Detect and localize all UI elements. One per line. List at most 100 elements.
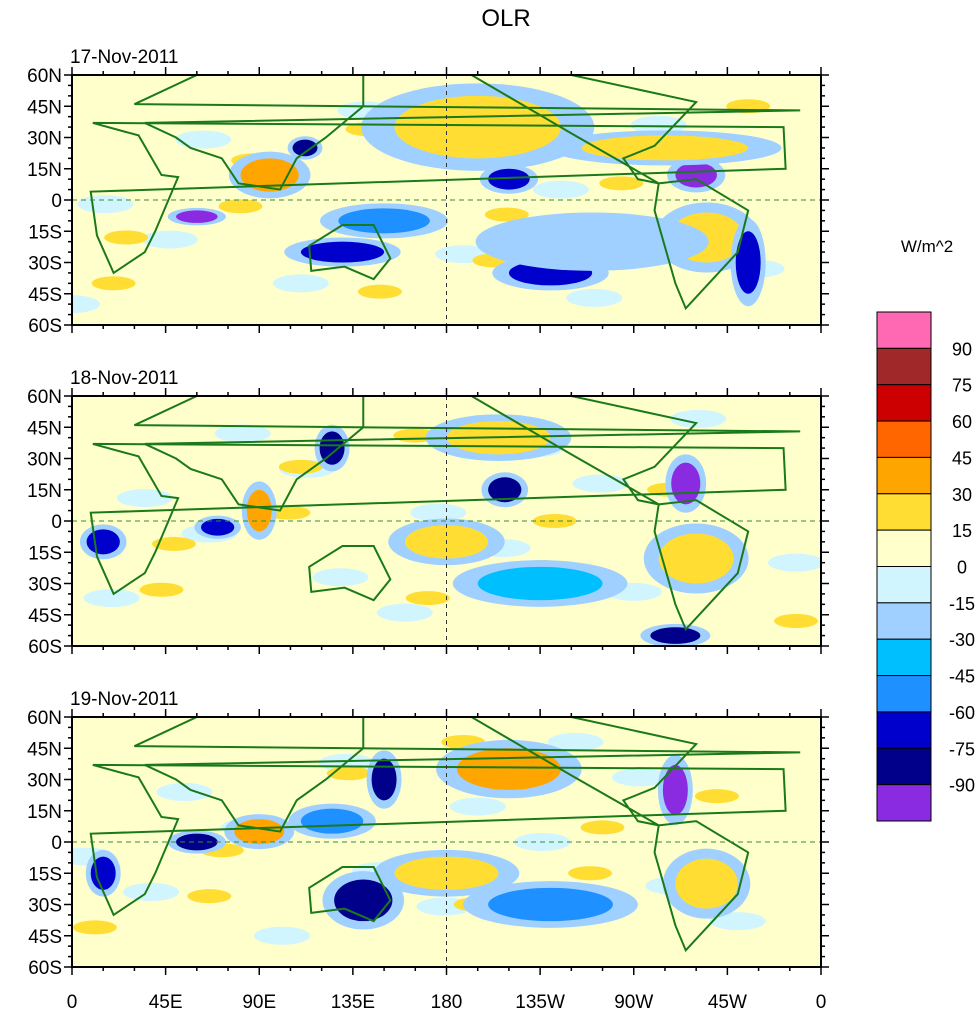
x-tick-label: 0 bbox=[816, 992, 827, 1013]
y-tick-label: 45S bbox=[28, 606, 62, 627]
contour-feature bbox=[176, 210, 218, 223]
contour-feature bbox=[488, 477, 522, 503]
colorbar-label: 30 bbox=[952, 485, 972, 505]
y-tick-label: 60S bbox=[28, 637, 62, 658]
colorbar-label: -60 bbox=[949, 703, 975, 723]
x-tick-label: 0 bbox=[67, 992, 78, 1013]
contour-patch bbox=[139, 582, 184, 597]
contour-patch bbox=[104, 230, 149, 245]
coastline bbox=[308, 545, 392, 602]
contour-patch bbox=[709, 912, 766, 931]
contour-patch bbox=[151, 536, 196, 551]
contour-patch bbox=[214, 424, 271, 443]
colorbar-label: 90 bbox=[952, 339, 972, 359]
colorbar-label: 75 bbox=[952, 376, 972, 396]
coastline bbox=[308, 224, 392, 281]
contour-feature bbox=[675, 858, 738, 909]
contour-patch bbox=[266, 505, 311, 520]
contour-patch bbox=[768, 553, 821, 572]
colorbar-swatch bbox=[876, 602, 932, 640]
y-tick-label: 15S bbox=[28, 222, 62, 243]
x-tick-label: 90E bbox=[242, 992, 276, 1013]
colorbar-swatch bbox=[876, 711, 932, 749]
contour-patch bbox=[123, 883, 180, 901]
colorbar-swatch bbox=[876, 420, 932, 458]
x-tick-label: 90W bbox=[614, 992, 653, 1013]
contour-feature bbox=[90, 856, 116, 890]
contour-feature bbox=[735, 231, 761, 294]
y-tick-label: 45N bbox=[27, 418, 62, 439]
coastline bbox=[133, 396, 801, 512]
contour-patch bbox=[694, 789, 739, 804]
y-tick-label: 45N bbox=[27, 739, 62, 760]
contour-patch bbox=[218, 199, 263, 214]
contour-patch bbox=[580, 820, 625, 835]
coastline bbox=[89, 121, 787, 275]
map-panel-3: 60N 45N 30N 15N 0 15S 30S 45S 60S 19-Nov-2011 bbox=[27, 689, 829, 979]
colorbar-label: -75 bbox=[949, 739, 975, 759]
contour-patch bbox=[630, 116, 687, 134]
colorbar-units: W/m^2 bbox=[901, 237, 953, 256]
contour-feature bbox=[488, 887, 613, 922]
contour-feature bbox=[675, 162, 717, 188]
coastline bbox=[653, 820, 750, 953]
contour-feature bbox=[338, 208, 430, 234]
y-tick-label: 60N bbox=[27, 387, 62, 408]
contour-patch bbox=[77, 195, 134, 214]
coastline bbox=[653, 499, 750, 632]
contour-patch bbox=[72, 295, 100, 314]
y-tick-label: 30S bbox=[28, 254, 62, 275]
contour-feature bbox=[581, 135, 749, 161]
contour-patch bbox=[141, 230, 198, 249]
contour-feature bbox=[300, 808, 364, 834]
x-tick-label: 135W bbox=[515, 992, 565, 1013]
coastline bbox=[89, 763, 787, 917]
y-tick-label: 15N bbox=[27, 802, 62, 823]
colorbar-swatch bbox=[876, 675, 932, 713]
x-tick-label: 135E bbox=[331, 992, 375, 1013]
contour-feature bbox=[650, 627, 701, 644]
contour-patch bbox=[566, 288, 623, 307]
coastline bbox=[89, 442, 787, 596]
contour-feature bbox=[292, 139, 318, 157]
y-tick-label: 60S bbox=[28, 958, 62, 979]
contour-feature bbox=[86, 529, 120, 555]
contour-patch bbox=[254, 926, 311, 945]
contour-feature bbox=[477, 566, 603, 601]
contour-patch bbox=[187, 889, 232, 904]
coastline bbox=[653, 178, 750, 311]
contour-patch bbox=[156, 783, 213, 801]
contour-patch bbox=[568, 866, 613, 881]
contour-feature bbox=[234, 819, 285, 845]
contour-patch bbox=[532, 514, 577, 528]
coastline bbox=[469, 75, 699, 185]
y-tick-label: 30S bbox=[28, 896, 62, 917]
x-tick-label: 45W bbox=[708, 992, 747, 1013]
coastline bbox=[308, 866, 392, 923]
contour-feature bbox=[671, 462, 701, 505]
contour-patch bbox=[484, 207, 529, 222]
contour-feature bbox=[658, 533, 734, 584]
colorbar-swatch bbox=[876, 566, 932, 604]
map-panel-1: 60N 45N 30N 15N 0 15S 30S 45S 60S 17-Nov-2011 bbox=[27, 47, 829, 337]
colorbar-swatch bbox=[876, 747, 932, 786]
y-tick-label: 60N bbox=[27, 66, 62, 87]
colorbar-label: -45 bbox=[949, 667, 975, 687]
colorbar-label: 15 bbox=[952, 521, 972, 541]
y-tick-label: 30N bbox=[27, 129, 62, 150]
colorbar-swatch bbox=[876, 311, 932, 349]
contour-feature bbox=[246, 489, 272, 532]
colorbar-label: -90 bbox=[949, 776, 975, 796]
contour-feature bbox=[200, 518, 235, 536]
contour-patch bbox=[175, 130, 232, 149]
y-tick-label: 45N bbox=[27, 97, 62, 118]
contour-feature bbox=[394, 856, 499, 890]
contour-patch bbox=[357, 284, 402, 299]
contour-patch bbox=[547, 733, 604, 751]
contour-patch bbox=[272, 274, 329, 293]
colorbar-swatch bbox=[876, 456, 932, 495]
contour-patch bbox=[376, 603, 433, 622]
contour-feature bbox=[488, 168, 530, 190]
contour-patch bbox=[410, 503, 467, 522]
